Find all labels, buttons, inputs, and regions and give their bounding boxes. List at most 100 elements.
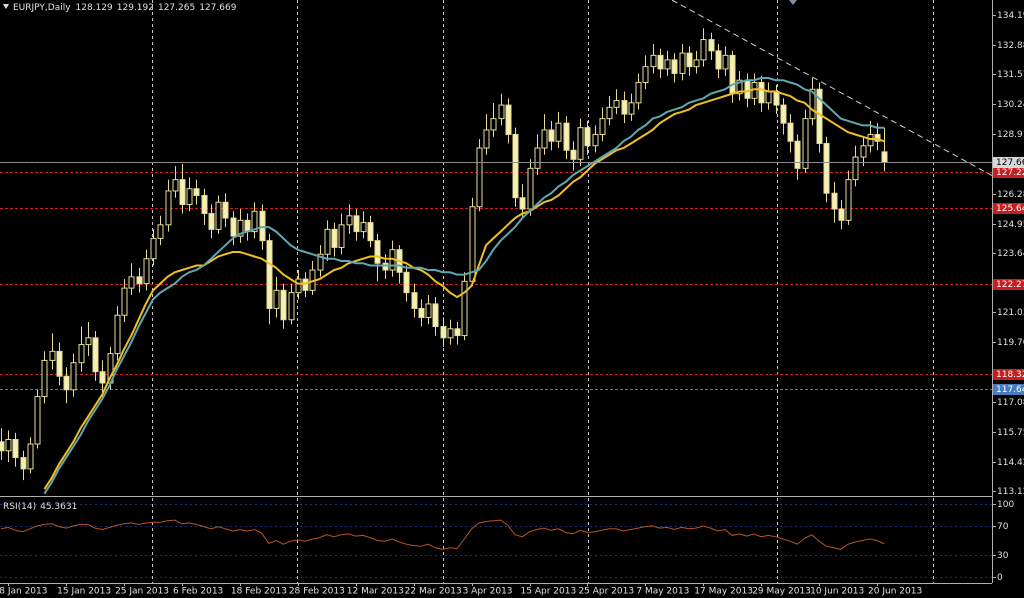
- candle-body: [823, 142, 830, 194]
- candle-body: [403, 271, 410, 294]
- candle-body: [280, 289, 287, 321]
- header-open: 128.129: [76, 3, 113, 13]
- candle-body: [628, 102, 635, 115]
- candle-body: [121, 287, 128, 316]
- y-tick-label: 124.95: [997, 220, 1024, 230]
- candle-body: [606, 106, 613, 120]
- candle-body: [92, 337, 99, 373]
- candle-body: [411, 292, 418, 309]
- candle-body: [128, 276, 135, 289]
- x-tick-label: 18 Feb 2013: [231, 587, 287, 597]
- candle-body: [635, 81, 642, 104]
- candle-body: [505, 104, 512, 135]
- y-tick-label: 119.70: [997, 338, 1024, 348]
- candle-body: [722, 54, 729, 70]
- y-tick-label: 113.12: [997, 487, 1024, 497]
- level-label: 122.27: [996, 280, 1024, 290]
- x-tick-label: 15 Apr 2013: [521, 587, 577, 597]
- y-tick-label: 115.75: [997, 428, 1024, 438]
- candle-body: [136, 276, 143, 285]
- candle-body: [432, 303, 439, 328]
- candle-body: [193, 188, 200, 196]
- y-tick-label: 131.57: [997, 70, 1024, 80]
- candle-body: [208, 213, 215, 230]
- candle-body: [295, 278, 302, 294]
- candle-body: [758, 81, 765, 104]
- y-tick-label: 114.42: [997, 458, 1024, 468]
- chart-title: EURJPY,Daily: [13, 3, 71, 13]
- candle-body: [881, 151, 888, 163]
- candle-body: [382, 262, 389, 271]
- candle-body: [787, 122, 794, 142]
- axes: 127.22 125.64 122.27 118.32 117.64 134.19 132.…: [0, 11, 1024, 597]
- candle-body: [222, 201, 229, 219]
- candle-body: [736, 79, 743, 95]
- y-tick-label: 126.28: [997, 190, 1024, 200]
- candle-body: [744, 79, 751, 99]
- candle-body: [671, 59, 678, 74]
- moving-average: [43, 77, 885, 495]
- rsi-line: [0, 519, 885, 550]
- y-tick-label: 132.88: [997, 41, 1024, 51]
- candle-body: [78, 344, 85, 364]
- candle-body: [534, 147, 541, 169]
- candle-body: [765, 91, 772, 104]
- header-close: 127.669: [199, 3, 236, 13]
- candle-body: [845, 179, 852, 221]
- candle-body: [63, 375, 70, 391]
- candle-body: [367, 222, 374, 242]
- candle-body: [237, 219, 244, 237]
- candle-body: [374, 240, 381, 264]
- candle-body: [527, 167, 534, 210]
- candle-body: [114, 314, 121, 355]
- y-tick-label: 130.24: [997, 100, 1024, 110]
- candle-body: [773, 91, 780, 106]
- price-label-box: [993, 157, 1024, 168]
- candle-body: [860, 145, 867, 158]
- candle-body: [809, 88, 816, 120]
- x-tick-label: 25 Apr 2013: [578, 587, 634, 597]
- candle-body: [700, 39, 707, 61]
- candle-body: [642, 66, 649, 83]
- candle-body: [852, 156, 859, 181]
- candle-body: [353, 215, 360, 233]
- candle-body: [794, 140, 801, 169]
- x-tick-label: 12 Mar 2013: [347, 587, 404, 597]
- candle-body: [331, 228, 338, 248]
- level-label: 117.64: [996, 385, 1024, 395]
- candle-body: [476, 147, 483, 208]
- rsi-title: RSI(14): [3, 502, 36, 512]
- candle-body: [273, 289, 280, 309]
- x-tick-label: 29 May 2013: [752, 587, 811, 597]
- candle-body: [729, 54, 736, 95]
- candle-body: [266, 240, 273, 309]
- y-tick-label: 128.91: [997, 130, 1024, 140]
- candle-body: [570, 149, 577, 160]
- candle-body: [418, 307, 425, 318]
- candle-body: [541, 129, 548, 149]
- y-tick-label: 70: [997, 522, 1009, 532]
- x-tick-label: 20 Jun 2013: [868, 587, 922, 597]
- candle-body: [693, 59, 700, 68]
- x-tick-label: 10 Jun 2013: [810, 587, 864, 597]
- candle-body: [143, 258, 150, 285]
- level-label-box: [993, 203, 1024, 214]
- x-tick-label: 17 May 2013: [694, 587, 753, 597]
- candle-body: [0, 441, 5, 452]
- candle-body: [425, 303, 432, 318]
- candle-body: [302, 278, 309, 291]
- y-tick-label: 117.08: [997, 398, 1024, 408]
- candle-body: [708, 39, 715, 52]
- candle-body: [780, 104, 787, 124]
- level-label-box: [993, 167, 1024, 178]
- period-marker: [789, 0, 797, 5]
- moving-average: [43, 88, 885, 490]
- candle-body: [251, 210, 258, 233]
- level-label: 125.64: [996, 204, 1024, 214]
- header-high: 129.192: [117, 3, 154, 13]
- candle-body: [555, 122, 562, 142]
- candle-body: [244, 219, 251, 233]
- chart-header: EURJPY,Daily 128.129 129.192 127.265 127.669: [13, 3, 237, 13]
- candle-body: [360, 222, 367, 233]
